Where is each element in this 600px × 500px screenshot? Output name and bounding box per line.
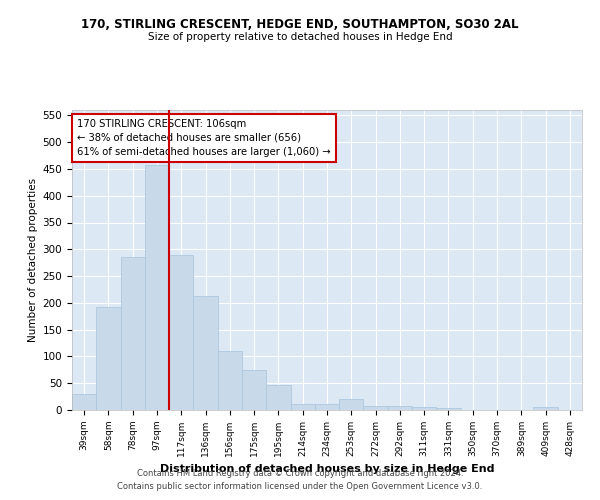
Bar	[315, 404, 339, 410]
Bar	[290, 404, 315, 410]
Bar	[533, 408, 558, 410]
Bar	[339, 400, 364, 410]
Text: Size of property relative to detached houses in Hedge End: Size of property relative to detached ho…	[148, 32, 452, 42]
X-axis label: Distribution of detached houses by size in Hedge End: Distribution of detached houses by size …	[160, 464, 494, 474]
Bar	[218, 351, 242, 410]
Text: Contains public sector information licensed under the Open Government Licence v3: Contains public sector information licen…	[118, 482, 482, 491]
Bar	[169, 254, 193, 410]
Text: Contains HM Land Registry data © Crown copyright and database right 2024.: Contains HM Land Registry data © Crown c…	[137, 468, 463, 477]
Bar	[412, 408, 436, 410]
Bar	[145, 165, 169, 410]
Bar	[364, 406, 388, 410]
Bar	[193, 296, 218, 410]
Text: 170, STIRLING CRESCENT, HEDGE END, SOUTHAMPTON, SO30 2AL: 170, STIRLING CRESCENT, HEDGE END, SOUTH…	[81, 18, 519, 30]
Y-axis label: Number of detached properties: Number of detached properties	[28, 178, 38, 342]
Bar	[96, 307, 121, 410]
Bar	[121, 258, 145, 410]
Bar	[436, 408, 461, 410]
Bar	[388, 406, 412, 410]
Bar	[72, 394, 96, 410]
Text: 170 STIRLING CRESCENT: 106sqm
← 38% of detached houses are smaller (656)
61% of : 170 STIRLING CRESCENT: 106sqm ← 38% of d…	[77, 119, 331, 157]
Bar	[242, 370, 266, 410]
Bar	[266, 385, 290, 410]
